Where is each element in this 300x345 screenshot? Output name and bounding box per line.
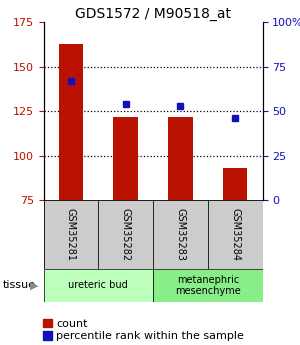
Text: GSM35282: GSM35282 bbox=[121, 208, 130, 261]
FancyBboxPatch shape bbox=[44, 269, 153, 302]
Text: GSM35281: GSM35281 bbox=[66, 208, 76, 261]
FancyBboxPatch shape bbox=[44, 200, 98, 269]
Text: GSM35284: GSM35284 bbox=[230, 208, 240, 261]
Title: GDS1572 / M90518_at: GDS1572 / M90518_at bbox=[75, 7, 231, 21]
Text: ureteric bud: ureteric bud bbox=[68, 280, 128, 290]
FancyBboxPatch shape bbox=[208, 200, 262, 269]
Legend: count, percentile rank within the sample: count, percentile rank within the sample bbox=[43, 319, 244, 341]
Bar bbox=[168, 117, 193, 200]
Text: ▶: ▶ bbox=[30, 280, 38, 290]
Bar bbox=[223, 168, 248, 200]
Bar bbox=[58, 44, 83, 200]
FancyBboxPatch shape bbox=[153, 269, 262, 302]
Text: GSM35283: GSM35283 bbox=[176, 208, 185, 261]
Bar bbox=[113, 117, 138, 200]
Text: metanephric
mesenchyme: metanephric mesenchyme bbox=[175, 275, 241, 296]
FancyBboxPatch shape bbox=[153, 200, 208, 269]
FancyBboxPatch shape bbox=[98, 200, 153, 269]
Text: tissue: tissue bbox=[3, 280, 36, 290]
